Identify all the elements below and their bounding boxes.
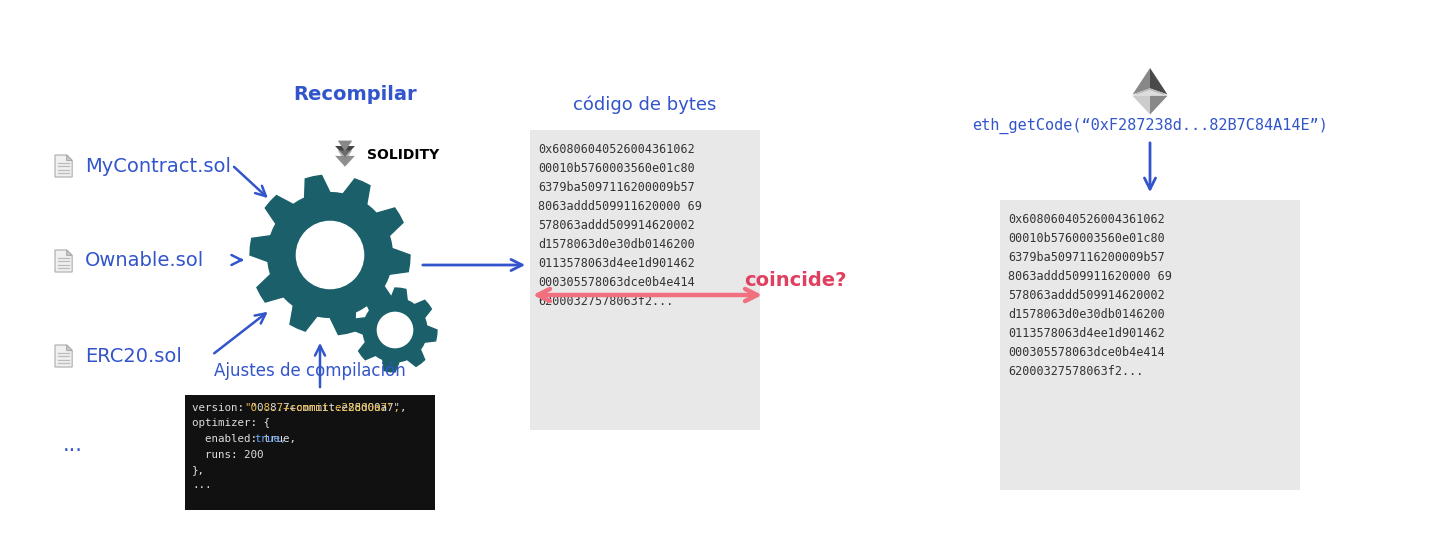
Polygon shape <box>67 155 73 160</box>
Text: SOLIDITY: SOLIDITY <box>367 148 439 162</box>
Circle shape <box>377 312 413 348</box>
Polygon shape <box>338 151 352 161</box>
Text: runs: 200: runs: 200 <box>192 450 263 459</box>
Text: Ownable.sol: Ownable.sol <box>84 251 204 271</box>
Polygon shape <box>55 345 73 367</box>
Text: version: "0.8.7+commit.e28d00a7",: version: "0.8.7+commit.e28d00a7", <box>192 403 406 413</box>
Polygon shape <box>67 345 73 351</box>
Text: "0.8.7+commit.e28d00a7",: "0.8.7+commit.e28d00a7", <box>244 403 400 413</box>
Polygon shape <box>55 250 73 272</box>
Text: código de bytes: código de bytes <box>573 96 717 114</box>
Polygon shape <box>1132 90 1149 115</box>
Text: eth_getCode(“0xF287238d...82B7C84A14E”): eth_getCode(“0xF287238d...82B7C84A14E”) <box>972 118 1328 134</box>
Text: true,: true, <box>255 434 287 444</box>
Circle shape <box>297 221 364 288</box>
Text: ...: ... <box>63 435 83 455</box>
Text: Recompilar: Recompilar <box>294 86 416 105</box>
Polygon shape <box>1132 90 1167 96</box>
Text: Ajustes de compilación: Ajustes de compilación <box>214 361 406 380</box>
Polygon shape <box>1132 88 1167 94</box>
FancyBboxPatch shape <box>1000 200 1299 490</box>
Polygon shape <box>338 140 352 151</box>
FancyBboxPatch shape <box>185 395 435 510</box>
Polygon shape <box>1132 68 1149 94</box>
Text: 0x60806040526004361062
00010b5760003560e01c80
6379ba5097116200009b57
8063addd509: 0x60806040526004361062 00010b5760003560e… <box>538 143 701 308</box>
Polygon shape <box>55 155 73 177</box>
Polygon shape <box>250 175 410 334</box>
Polygon shape <box>1149 68 1167 94</box>
Text: 0x60806040526004361062
00010b5760003560e01c80
6379ba5097116200009b57
8063addd509: 0x60806040526004361062 00010b5760003560e… <box>1008 213 1171 378</box>
FancyBboxPatch shape <box>530 130 760 430</box>
Text: optimizer: {: optimizer: { <box>192 419 271 428</box>
Text: enabled: true,: enabled: true, <box>192 434 295 444</box>
Text: ERC20.sol: ERC20.sol <box>84 346 182 366</box>
Text: ...: ... <box>192 480 211 490</box>
Polygon shape <box>1149 90 1167 115</box>
Polygon shape <box>67 250 73 256</box>
Text: MyContract.sol: MyContract.sol <box>84 157 231 175</box>
Text: coincide?: coincide? <box>744 271 847 289</box>
Polygon shape <box>335 156 355 167</box>
Text: },: }, <box>192 465 205 475</box>
Polygon shape <box>354 288 436 372</box>
Polygon shape <box>335 146 355 157</box>
